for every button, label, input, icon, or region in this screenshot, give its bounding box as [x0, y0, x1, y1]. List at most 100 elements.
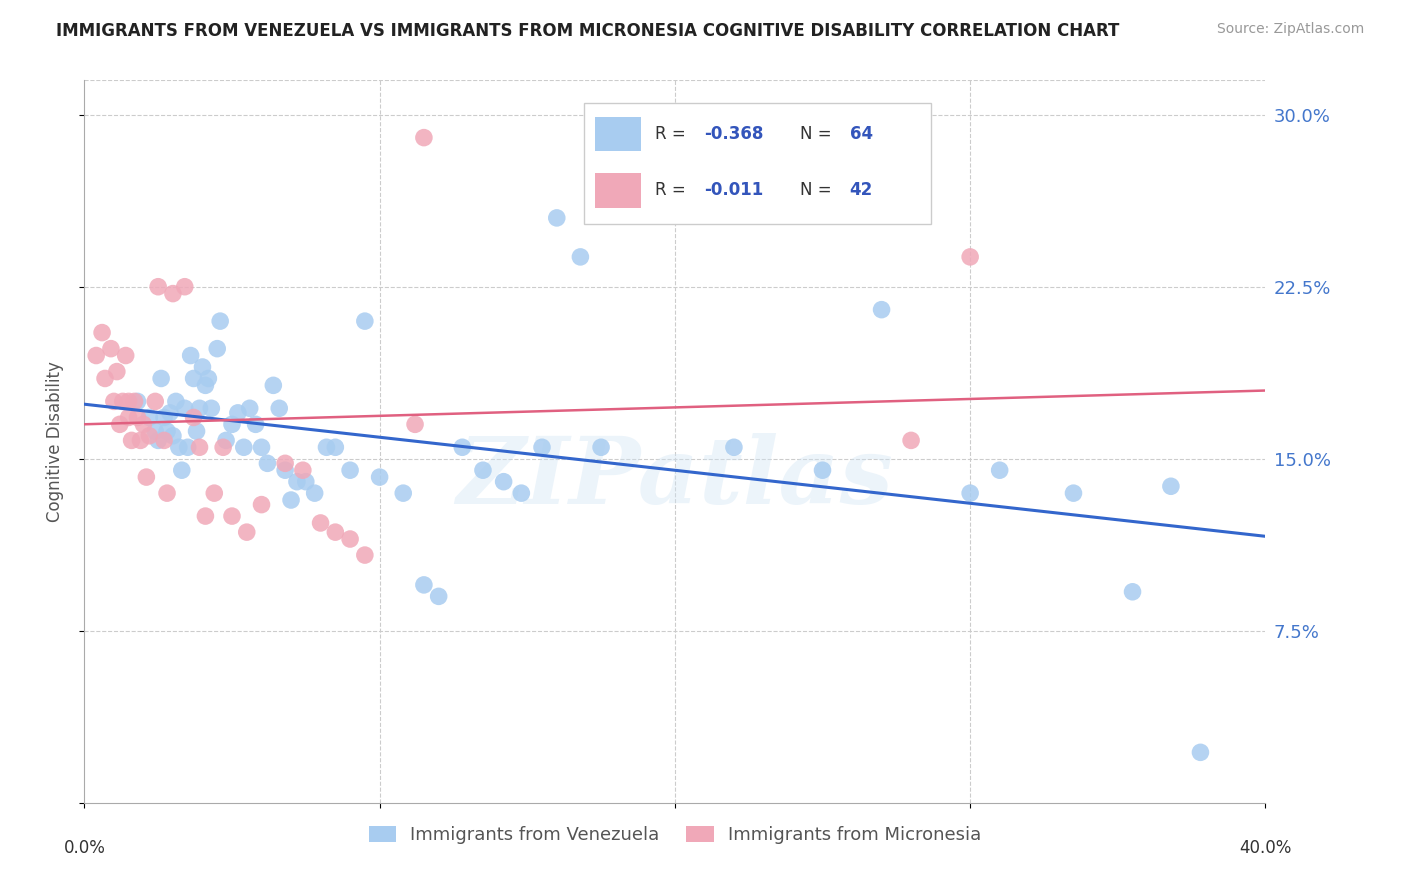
- Point: [194, 509, 217, 524]
- Y-axis label: Cognitive Disability: Cognitive Disability: [45, 361, 63, 522]
- Point: [256, 456, 278, 470]
- Point: [339, 532, 361, 546]
- Point: [472, 463, 495, 477]
- Point: [280, 493, 302, 508]
- Point: [546, 211, 568, 225]
- Point: [325, 440, 347, 454]
- Point: [413, 130, 436, 145]
- Point: [354, 314, 377, 328]
- Point: [354, 548, 377, 562]
- Point: [159, 406, 181, 420]
- Point: [129, 434, 152, 448]
- Point: [165, 394, 187, 409]
- Point: [368, 470, 391, 484]
- Point: [221, 509, 243, 524]
- Point: [291, 463, 314, 477]
- Point: [173, 279, 195, 293]
- Legend: Immigrants from Venezuela, Immigrants from Micronesia: Immigrants from Venezuela, Immigrants fr…: [368, 826, 981, 845]
- Point: [188, 401, 211, 416]
- Point: [173, 401, 195, 416]
- Point: [194, 378, 217, 392]
- Point: [170, 463, 193, 477]
- Point: [183, 371, 205, 385]
- Point: [91, 326, 114, 340]
- Point: [207, 342, 229, 356]
- Point: [156, 424, 179, 438]
- Point: [959, 250, 981, 264]
- Point: [143, 424, 166, 438]
- Point: [427, 590, 450, 604]
- Point: [200, 401, 222, 416]
- Point: [274, 463, 297, 477]
- Point: [811, 463, 834, 477]
- Point: [118, 410, 141, 425]
- Point: [111, 394, 134, 409]
- Point: [153, 434, 176, 448]
- Point: [232, 440, 254, 454]
- Point: [1160, 479, 1182, 493]
- Point: [118, 394, 141, 409]
- Point: [250, 440, 273, 454]
- Point: [148, 279, 170, 293]
- Point: [94, 371, 117, 385]
- Point: [108, 417, 131, 432]
- Point: [138, 410, 160, 425]
- Point: [180, 349, 202, 363]
- Text: 40.0%: 40.0%: [1239, 839, 1292, 857]
- Point: [221, 417, 243, 432]
- Point: [121, 434, 143, 448]
- Point: [413, 578, 436, 592]
- Point: [150, 371, 173, 385]
- Point: [988, 463, 1011, 477]
- Point: [304, 486, 326, 500]
- Point: [269, 401, 291, 416]
- Point: [148, 434, 170, 448]
- Point: [100, 342, 122, 356]
- Point: [1122, 584, 1144, 599]
- Point: [285, 475, 308, 489]
- Point: [591, 440, 613, 454]
- Text: IMMIGRANTS FROM VENEZUELA VS IMMIGRANTS FROM MICRONESIA COGNITIVE DISABILITY COR: IMMIGRANTS FROM VENEZUELA VS IMMIGRANTS …: [56, 22, 1119, 40]
- Point: [239, 401, 262, 416]
- Point: [569, 250, 592, 264]
- Text: Source: ZipAtlas.com: Source: ZipAtlas.com: [1216, 22, 1364, 37]
- Point: [226, 406, 249, 420]
- Point: [197, 371, 219, 385]
- Point: [870, 302, 893, 317]
- Point: [209, 314, 232, 328]
- Point: [135, 470, 157, 484]
- Point: [188, 440, 211, 454]
- Point: [132, 417, 155, 432]
- Point: [202, 486, 225, 500]
- Point: [250, 498, 273, 512]
- Point: [315, 440, 337, 454]
- Point: [274, 456, 297, 470]
- Point: [723, 440, 745, 454]
- Point: [531, 440, 554, 454]
- Point: [492, 475, 515, 489]
- Point: [156, 486, 179, 500]
- Point: [295, 475, 318, 489]
- Point: [153, 410, 176, 425]
- Point: [191, 359, 214, 374]
- Point: [84, 349, 107, 363]
- Point: [339, 463, 361, 477]
- Text: 0.0%: 0.0%: [63, 839, 105, 857]
- Point: [124, 394, 146, 409]
- Point: [392, 486, 415, 500]
- Point: [103, 394, 125, 409]
- Point: [114, 349, 136, 363]
- Point: [177, 440, 200, 454]
- Point: [325, 525, 347, 540]
- Point: [404, 417, 426, 432]
- Point: [1189, 745, 1212, 759]
- Point: [900, 434, 922, 448]
- Point: [162, 286, 184, 301]
- Text: ZIPatlas: ZIPatlas: [457, 433, 893, 523]
- Point: [127, 394, 149, 409]
- Point: [212, 440, 235, 454]
- Point: [138, 429, 160, 443]
- Point: [105, 365, 128, 379]
- Point: [236, 525, 259, 540]
- Point: [309, 516, 332, 530]
